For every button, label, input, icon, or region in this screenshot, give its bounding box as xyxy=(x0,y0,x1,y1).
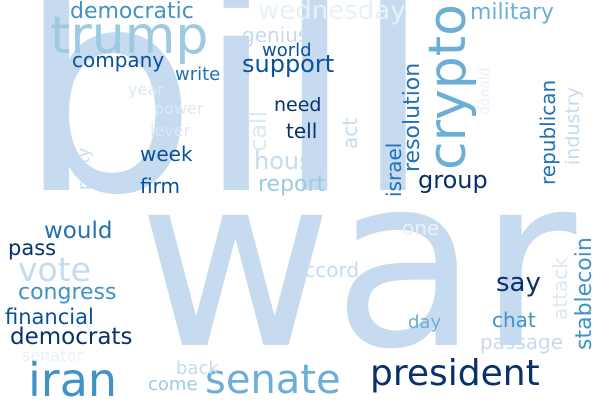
word-power: power xyxy=(154,99,204,118)
word-act: act xyxy=(338,117,362,149)
word-need: need xyxy=(274,94,322,116)
word-genius: genius xyxy=(242,23,309,47)
word-stablecoin: stablecoin xyxy=(572,237,597,350)
word-trump: trump xyxy=(50,6,209,66)
word-year: year xyxy=(128,80,164,99)
word-passage: passage xyxy=(480,330,564,354)
word-come: come xyxy=(148,374,198,395)
word-democratic: democratic xyxy=(70,0,194,24)
word-military: military xyxy=(470,0,554,25)
word-senator: senator xyxy=(22,346,83,365)
word-lever: lever xyxy=(150,121,191,140)
word-congress: congress xyxy=(18,280,117,305)
word-would: would xyxy=(44,218,113,244)
word-donald: donald xyxy=(477,67,493,115)
word-call: call xyxy=(244,110,272,152)
word-back: back xyxy=(176,358,219,379)
word-world: world xyxy=(262,40,312,61)
word-war: war xyxy=(138,125,577,400)
word-wednesday: wednesday xyxy=(258,0,406,26)
word-day: day xyxy=(408,312,442,333)
word-chat: chat xyxy=(492,308,536,332)
word-attack: attack xyxy=(548,257,572,320)
word-crypto: crypto xyxy=(418,4,478,170)
word-company: company xyxy=(72,48,165,72)
word-financial: financial xyxy=(5,305,94,329)
word-say: say xyxy=(496,268,541,298)
word-iran: iran xyxy=(28,353,118,400)
word-tell: tell xyxy=(286,119,318,143)
word-israel: israel xyxy=(382,142,406,197)
word-report: report xyxy=(258,172,326,197)
word-president: president xyxy=(370,353,540,394)
word-firm: firm xyxy=(140,174,180,198)
word-republican: republican xyxy=(536,79,560,185)
word-industry: industry xyxy=(562,87,584,165)
word-vote: vote xyxy=(18,250,91,289)
word-support: support xyxy=(242,50,335,78)
word-accord: accord xyxy=(292,258,360,282)
word-one: one xyxy=(402,216,440,240)
word-write: write xyxy=(175,64,221,85)
word-group: group xyxy=(418,166,488,194)
word-party: party xyxy=(74,147,93,190)
word-house: house xyxy=(254,147,327,175)
word-week: week xyxy=(140,142,193,166)
word-democrats: democrats xyxy=(10,324,133,350)
word-senate: senate xyxy=(205,357,341,400)
word-pass: pass xyxy=(8,236,57,260)
word-bill: bill xyxy=(18,0,433,257)
